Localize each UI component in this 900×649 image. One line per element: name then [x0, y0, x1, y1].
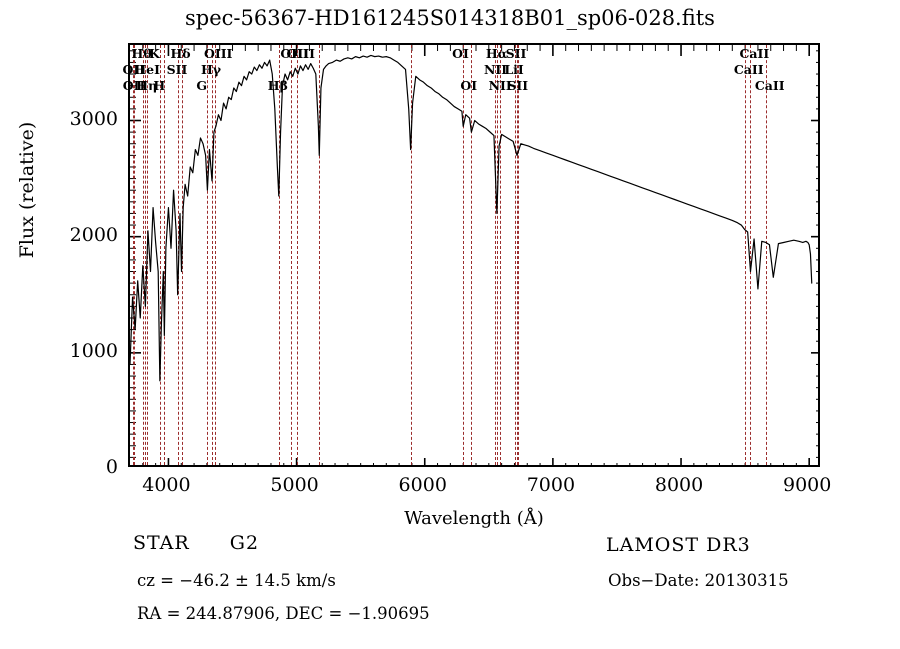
- spectral-line-marker: [499, 45, 501, 465]
- spectral-line-marker: [177, 45, 179, 465]
- spectral-class: G2: [229, 532, 260, 554]
- obs-date-label: Obs−Date: 20130315: [608, 571, 789, 590]
- spectral-line-marker: [750, 45, 752, 465]
- spectral-line-marker: [765, 45, 767, 465]
- spectral-line-marker: [319, 45, 321, 465]
- x-tick-label: 4000: [142, 474, 191, 496]
- spectral-line-marker: [463, 45, 465, 465]
- x-tick-label: 8000: [654, 474, 704, 496]
- spectral-line-marker: [133, 45, 135, 465]
- coordinates-value: RA = 244.87906, DEC = −1.90695: [137, 604, 430, 623]
- y-tick-label: 0: [105, 456, 118, 478]
- spectral-line-marker: [207, 45, 209, 465]
- spectrum-trace: [130, 54, 813, 382]
- x-tick-label: 6000: [398, 474, 447, 496]
- y-tick-label: 2000: [69, 223, 118, 246]
- spectral-line-marker: [214, 45, 216, 465]
- spectral-line-marker: [494, 45, 496, 465]
- object-type-label: STAR G2: [133, 532, 259, 554]
- flux-polyline: [130, 54, 813, 382]
- x-axis-label: Wavelength (Å): [404, 508, 544, 529]
- spectral-line-marker: [744, 45, 746, 465]
- y-tick-label: 1000: [69, 339, 118, 362]
- spectral-line-marker: [142, 45, 144, 465]
- spectral-line-marker: [410, 45, 412, 465]
- spectral-line-marker: [278, 45, 280, 465]
- spectral-line-marker: [515, 45, 517, 465]
- spectral-line-marker: [147, 45, 149, 465]
- page-title: spec-56367-HD161245S014318B01_sp06-028.f…: [185, 6, 715, 30]
- axis-ticks: [130, 45, 818, 465]
- spectral-line-marker: [471, 45, 473, 465]
- spectral-line-marker: [518, 45, 520, 465]
- spectral-line-marker: [212, 45, 213, 465]
- spectral-line-marker: [164, 45, 166, 465]
- x-tick-label: 5000: [270, 474, 319, 496]
- spectral-line-marker: [516, 45, 518, 465]
- spectral-line-marker: [496, 45, 498, 465]
- spectral-line-marker: [297, 45, 299, 465]
- x-tick-label: 9000: [782, 474, 832, 496]
- plot-area: [130, 45, 818, 465]
- survey-label: LAMOST DR3: [606, 534, 751, 556]
- x-tick-label: 7000: [526, 474, 576, 496]
- plot-frame: [128, 43, 820, 467]
- y-tick-label: 3000: [69, 107, 118, 130]
- y-axis-label: Flux (relative): [16, 121, 38, 259]
- spectral-line-marker: [145, 45, 147, 465]
- spectral-line-marker: [291, 45, 293, 465]
- spectral-line-marker: [159, 45, 161, 465]
- object-type: STAR: [133, 532, 190, 554]
- cz-value: cz = −46.2 ± 14.5 km/s: [137, 571, 336, 590]
